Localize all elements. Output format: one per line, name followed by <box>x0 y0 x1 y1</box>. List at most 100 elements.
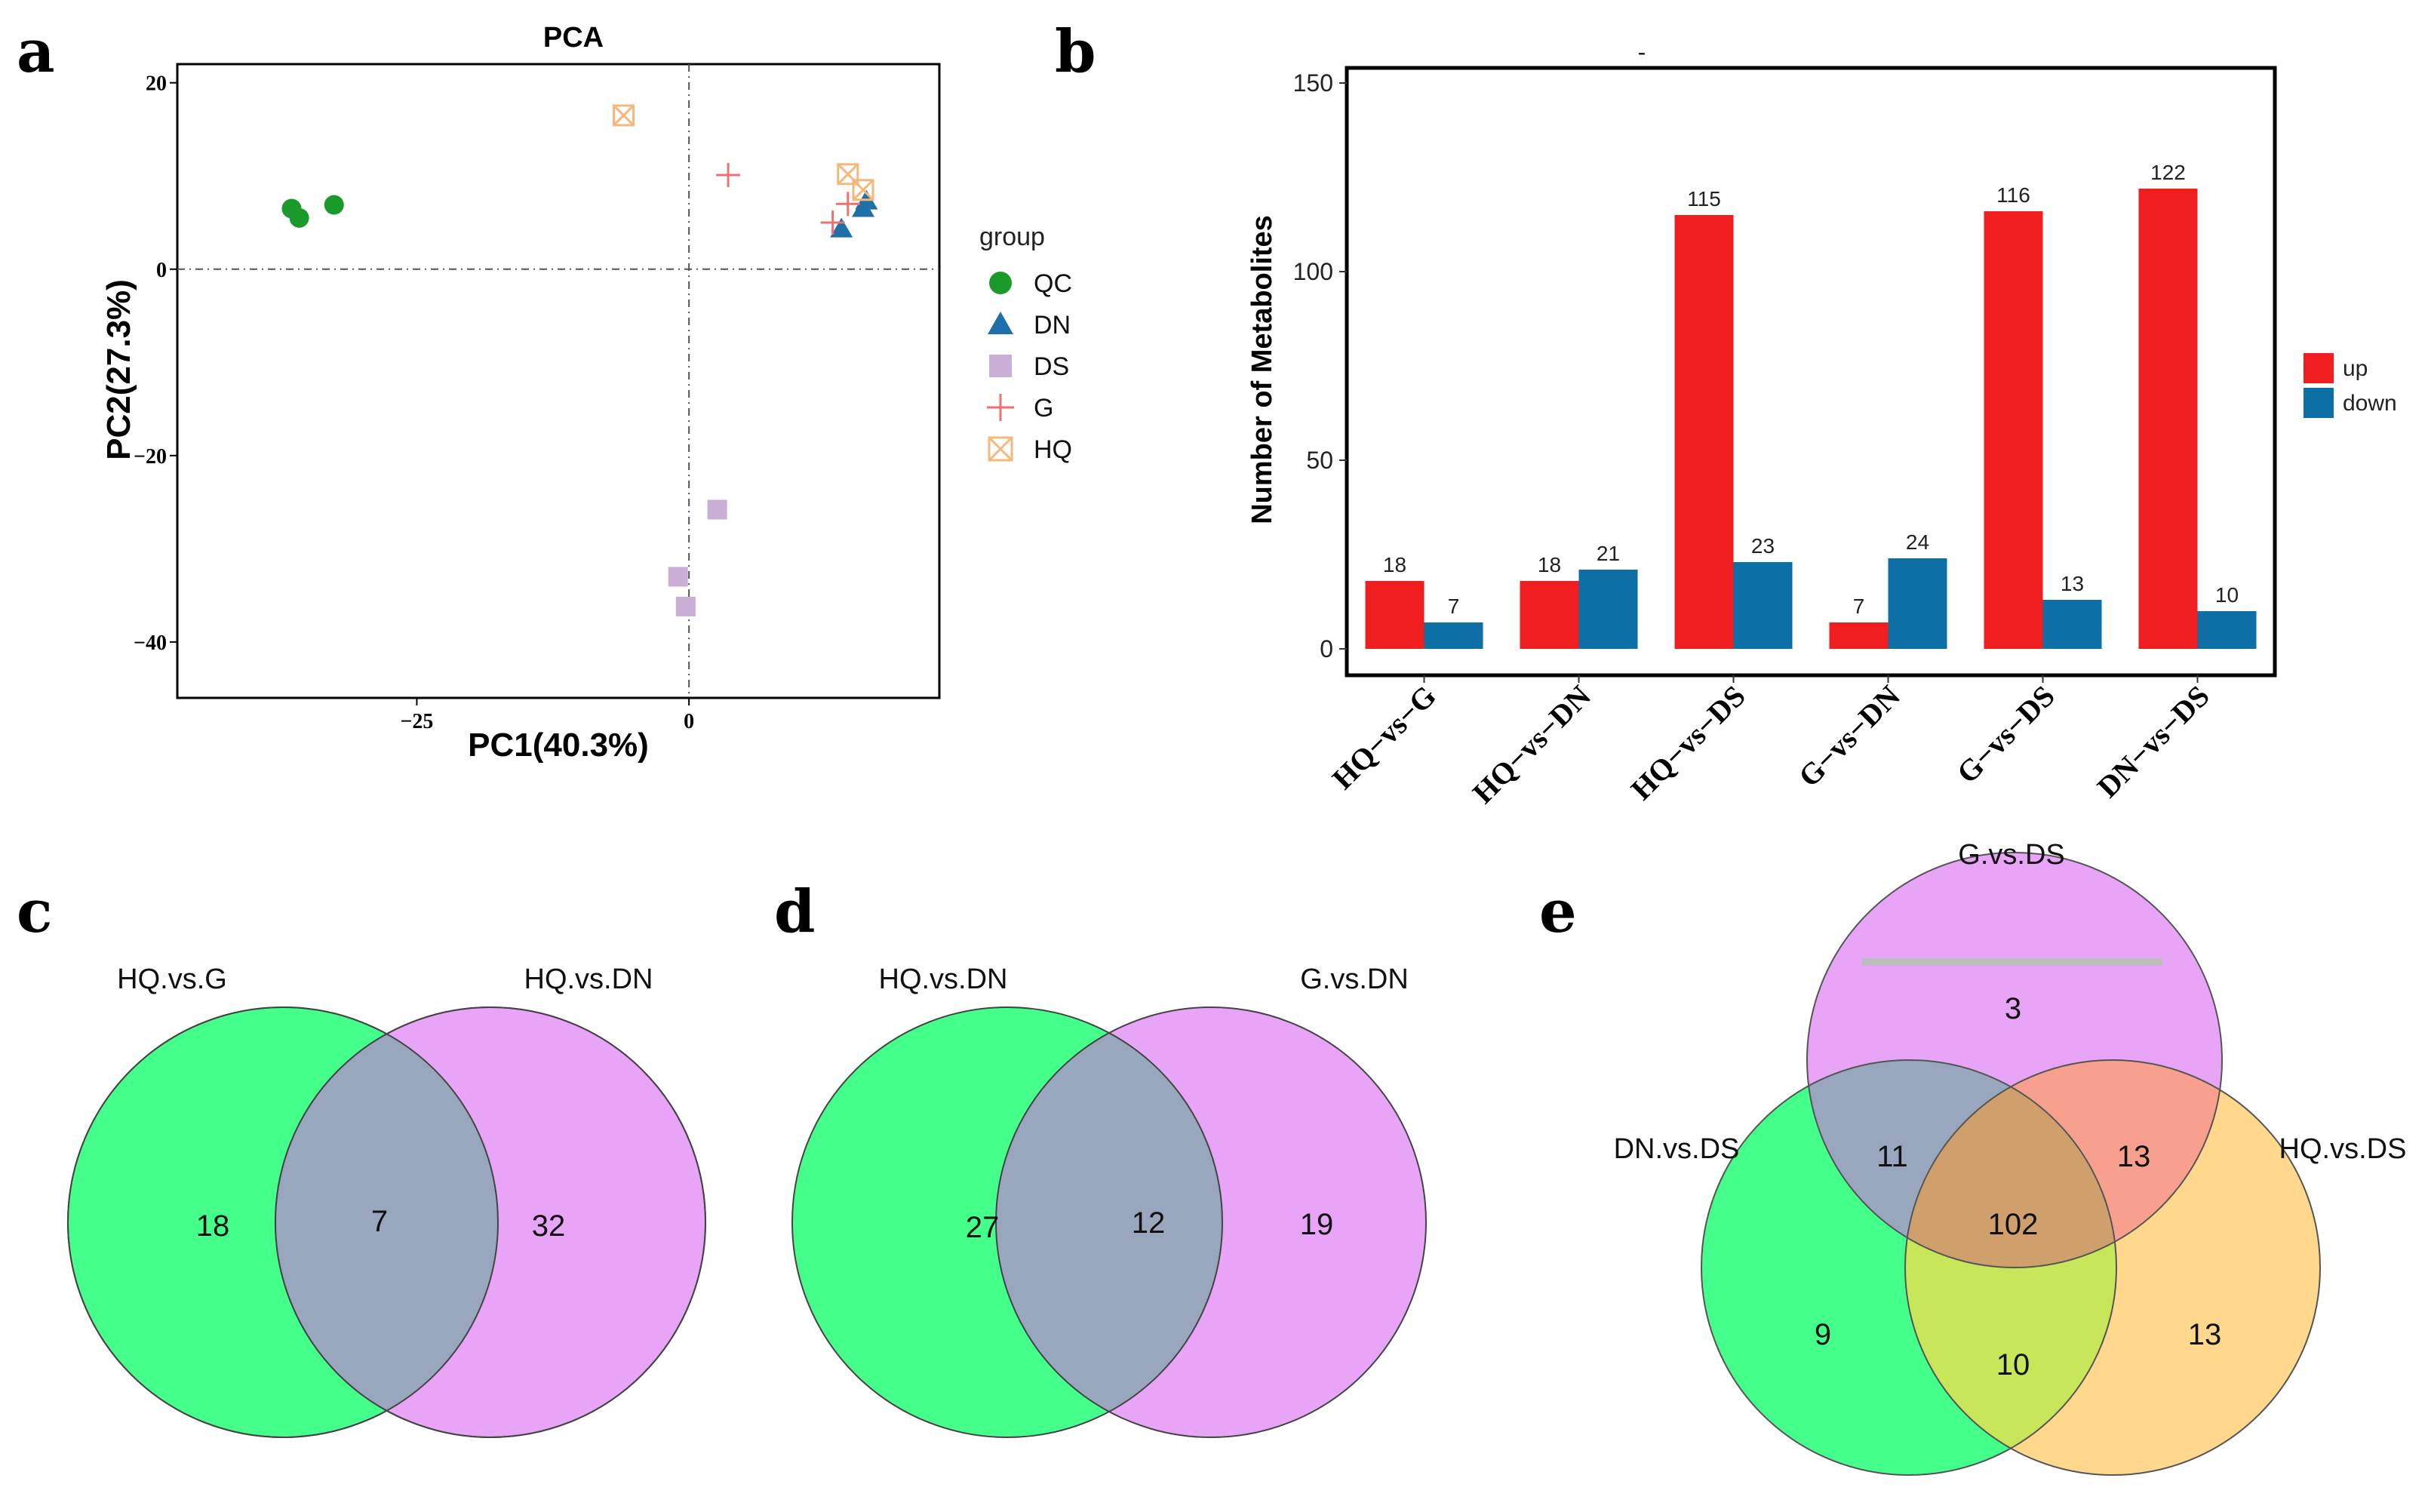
venn-c-set-left-name: HQ.vs.G <box>117 963 227 995</box>
pca-legend: QC DN DS G HQ <box>987 269 1072 464</box>
venn-d-panel: d HQ.vs.DN G.vs.DN 27 12 19 <box>774 877 1427 1438</box>
bar-category-label: HQ−vs−G <box>1326 679 1443 796</box>
bar-value-label: 7 <box>1448 595 1460 618</box>
venn-e-top-left: 11 <box>1876 1140 1908 1173</box>
bar-y-tick-label: 0 <box>1320 635 1333 662</box>
venn-e-left-only: 9 <box>1815 1318 1831 1351</box>
pca-x-tick-label: −25 <box>400 710 433 733</box>
bar-legend: up down <box>2304 353 2397 418</box>
pca-x-axis-label: PC1(40.3%) <box>468 727 649 764</box>
panel-label-a: a <box>17 17 55 86</box>
pca-point-ds <box>707 499 727 520</box>
venn-c-set-right-name: HQ.vs.DN <box>524 963 653 995</box>
venn-d-overlap <box>996 1007 1222 1437</box>
bar-up <box>1984 211 2043 649</box>
venn-d-overlap-count: 12 <box>1132 1206 1166 1240</box>
pca-point-hq <box>852 179 874 201</box>
venn-d-set-right-name: G.vs.DN <box>1300 963 1409 995</box>
venn-e-set-right-name: HQ.vs.DS <box>2279 1133 2407 1165</box>
bar-down <box>1578 570 1638 649</box>
bar-bars: 18 7 18 21 115 23 7 24 116 13 122 10 <box>1365 161 2257 649</box>
bar-category-label: HQ−vs−DN <box>1466 678 1597 810</box>
pca-point-qc <box>324 195 344 215</box>
venn-d-circle-right-outline <box>995 1006 1427 1438</box>
pca-point-ds <box>675 596 696 616</box>
pca-ticks: −25 0 20 0 −20 −40 <box>134 72 694 733</box>
panel-label-e: e <box>1539 877 1577 946</box>
pca-point-hq <box>613 104 635 127</box>
bar-value-label: 122 <box>2150 161 2186 184</box>
venn-c-left-only: 18 <box>196 1209 230 1243</box>
bar-value-label: 13 <box>2061 572 2084 595</box>
bar-up <box>2138 189 2198 649</box>
pca-legend-key-qc <box>989 272 1012 294</box>
bar-category-label: DN−vs−DS <box>2091 679 2216 804</box>
bar-title: - <box>1638 38 1646 66</box>
pca-point-g <box>820 211 845 235</box>
pca-legend-label-ds: DS <box>1034 352 1069 381</box>
bar-legend-label-down: down <box>2343 391 2397 416</box>
bar-value-label: 24 <box>1906 530 1929 554</box>
pca-points <box>281 104 878 616</box>
panel-label-c: c <box>17 877 53 946</box>
pca-legend-label-qc: QC <box>1034 269 1072 298</box>
pca-y-tick-label: 0 <box>156 259 167 282</box>
bar-ticks: 0 50 100 150 HQ−vs−G HQ−vs−DN HQ−vs−DS G−vs−DN G… <box>1293 69 2216 810</box>
venn-c-panel: c HQ.vs.G HQ.vs.DN 18 7 32 <box>17 877 706 1438</box>
pca-panel: a PCA −25 0 20 0 −20 −40 PC1(40.3%) PC2(27.3%… <box>17 17 1072 764</box>
pca-plot-frame <box>176 63 941 699</box>
bar-down <box>1424 622 1483 649</box>
bar-legend-label-up: up <box>2343 356 2368 381</box>
pca-y-tick-label: −20 <box>134 445 167 469</box>
venn-d-circle-left-outline <box>791 1006 1223 1438</box>
bar-y-tick-label: 100 <box>1293 258 1333 285</box>
venn-c-overlap <box>275 1007 498 1437</box>
pca-legend-key-g <box>987 394 1014 421</box>
venn-e-circle-top-outline <box>1806 852 2223 1268</box>
bar-up <box>1829 622 1889 649</box>
panel-label-b: b <box>1055 17 1096 86</box>
pca-y-axis-label: PC2(27.3%) <box>100 279 137 460</box>
pca-point-g <box>716 163 741 187</box>
bar-legend-key-up <box>2304 353 2334 383</box>
bar-down <box>2042 600 2102 649</box>
bar-y-tick-label: 150 <box>1293 69 1333 97</box>
venn-e-panel: e G.vs.DS DN.vs.DS HQ.vs.DS 3 11 13 102 … <box>1539 839 2407 1476</box>
pca-legend-title: group <box>979 223 1045 251</box>
venn-c-circle-right-outline <box>275 1006 706 1438</box>
bar-y-tick-label: 50 <box>1306 447 1333 474</box>
pca-legend-label-dn: DN <box>1034 311 1071 340</box>
bar-value-label: 18 <box>1538 553 1561 576</box>
bar-up <box>1365 581 1425 649</box>
venn-e-circle-right-outline <box>1904 1059 2321 1476</box>
bar-up <box>1520 581 1579 649</box>
venn-c-circle-left-outline <box>67 1006 499 1438</box>
venn-e-set-left-name: DN.vs.DS <box>1614 1133 1740 1165</box>
venn-e-triple-clip <box>1905 1060 2116 1268</box>
bar-category-label: HQ−vs−DS <box>1624 679 1752 807</box>
bar-y-axis-label: Number of Metabolites <box>1246 215 1278 524</box>
bar-value-label: 10 <box>2215 583 2239 607</box>
venn-d-set-left-name: HQ.vs.DN <box>879 963 1008 995</box>
pca-point-qc <box>289 207 309 228</box>
bar-panel: b - 0 50 100 150 HQ−vs−G HQ−vs−DN HQ−vs−DS G−vs… <box>1055 17 2397 810</box>
pca-point-ds <box>668 567 688 587</box>
venn-e-left-right: 10 <box>1996 1348 2030 1381</box>
bar-value-label: 23 <box>1751 534 1775 558</box>
venn-d-right-only: 19 <box>1300 1208 1334 1241</box>
venn-e-right-only: 13 <box>2188 1318 2222 1351</box>
bar-value-label: 18 <box>1383 553 1406 576</box>
pca-legend-label-hq: HQ <box>1034 435 1072 464</box>
pca-legend-key-ds <box>989 355 1012 377</box>
bar-value-label: 116 <box>1996 183 2030 207</box>
bar-value-label: 21 <box>1597 542 1620 565</box>
pca-legend-key-hq <box>988 436 1013 462</box>
pca-legend-key-dn <box>988 312 1013 334</box>
venn-e-top-right: 13 <box>2117 1140 2151 1173</box>
venn-c-right-only: 32 <box>532 1209 566 1243</box>
venn-e-top-only: 3 <box>2005 992 2021 1025</box>
venn-e-set-top-name: G.vs.DS <box>1958 839 2064 871</box>
venn-e-all: 102 <box>1988 1208 2039 1241</box>
venn-c-overlap-count: 7 <box>371 1205 388 1238</box>
